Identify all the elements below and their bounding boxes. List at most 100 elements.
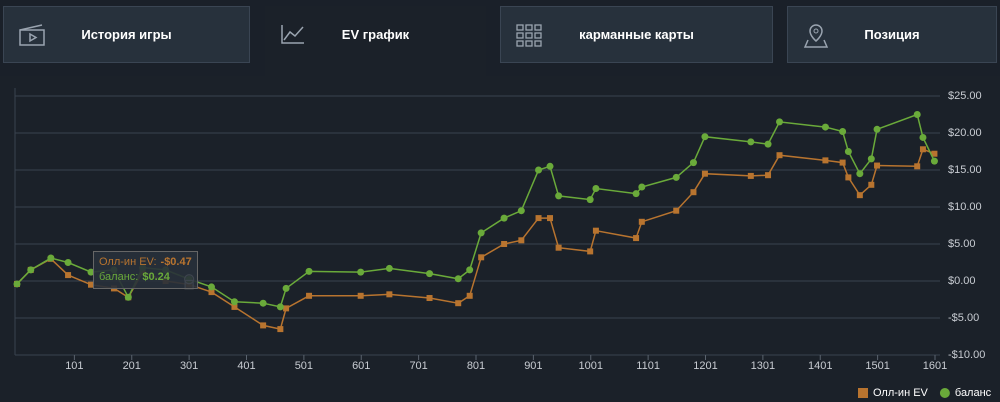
marker bbox=[701, 133, 709, 141]
marker bbox=[518, 237, 525, 244]
marker bbox=[385, 264, 393, 272]
marker bbox=[260, 322, 267, 329]
tooltip-value: $0.24 bbox=[142, 271, 170, 283]
x-tick-label: 201 bbox=[123, 360, 141, 372]
icon bbox=[516, 24, 542, 47]
series-line bbox=[16, 148, 935, 330]
x-tick-label: 1401 bbox=[808, 360, 832, 372]
marker bbox=[586, 196, 594, 204]
tooltip-value: -$0.47 bbox=[160, 256, 192, 268]
x-tick-label: 1301 bbox=[751, 360, 775, 372]
x-tick-label: 801 bbox=[467, 360, 485, 372]
legend: Олл-ин EV баланс bbox=[858, 387, 992, 399]
x-tick-label: 1601 bbox=[923, 360, 947, 372]
marker bbox=[555, 192, 563, 200]
legend-label: Олл-ин EV bbox=[873, 387, 929, 399]
marker bbox=[673, 207, 680, 214]
x-tick-label: 501 bbox=[295, 360, 313, 372]
x-tick-label: 101 bbox=[65, 360, 83, 372]
marker bbox=[426, 295, 433, 302]
marker bbox=[88, 281, 95, 288]
marker bbox=[535, 215, 542, 222]
marker bbox=[477, 229, 485, 237]
tab-label: EV график bbox=[341, 27, 410, 42]
marker bbox=[124, 293, 132, 301]
marker bbox=[868, 181, 875, 188]
marker bbox=[633, 235, 640, 242]
marker bbox=[592, 185, 600, 192]
icon bbox=[281, 25, 304, 44]
marker bbox=[466, 292, 473, 299]
marker bbox=[547, 215, 554, 222]
marker bbox=[283, 305, 290, 312]
marker bbox=[856, 192, 863, 199]
marker bbox=[914, 163, 921, 170]
tab-label: История игры bbox=[81, 27, 172, 42]
marker bbox=[357, 268, 365, 276]
marker bbox=[426, 270, 434, 278]
x-tick-label: 301 bbox=[180, 360, 198, 372]
marker bbox=[930, 157, 938, 165]
marker bbox=[208, 283, 216, 291]
y-tick-label: -$10.00 bbox=[948, 349, 985, 361]
tooltip-row: Олл-ин EV: -$0.47 bbox=[99, 255, 192, 270]
tab-label: Позиция bbox=[864, 27, 920, 42]
x-tick-label: 1101 bbox=[636, 360, 660, 372]
tooltip-label: Олл-ин EV: bbox=[99, 256, 157, 268]
marker bbox=[867, 155, 875, 163]
legend-swatch bbox=[939, 388, 950, 398]
x-tick-label: 1201 bbox=[693, 360, 717, 372]
marker bbox=[931, 150, 938, 157]
marker bbox=[747, 138, 755, 146]
marker bbox=[305, 267, 313, 275]
tab[interactable]: EV график bbox=[265, 6, 486, 76]
icon bbox=[803, 24, 829, 48]
marker bbox=[919, 146, 926, 153]
marker bbox=[555, 244, 562, 251]
marker bbox=[822, 157, 829, 164]
marker bbox=[839, 128, 847, 136]
marker bbox=[844, 148, 852, 155]
tab[interactable]: История игры bbox=[3, 6, 250, 63]
x-tick-label: 701 bbox=[409, 360, 427, 372]
marker bbox=[690, 189, 697, 196]
marker bbox=[776, 118, 784, 126]
legend-swatch bbox=[858, 388, 868, 398]
marker bbox=[454, 275, 462, 283]
x-tick-label: 1501 bbox=[865, 360, 889, 372]
marker bbox=[259, 299, 267, 307]
marker bbox=[747, 172, 754, 179]
y-tick-label: $15.00 bbox=[948, 164, 982, 176]
marker bbox=[919, 133, 927, 141]
chart-panel: $25.00 $20.00 $15.00 $10.00 $5.00 $0.00 -$5.00… bbox=[0, 76, 1000, 402]
y-tick-label: $5.00 bbox=[948, 238, 976, 250]
marker bbox=[306, 292, 313, 299]
tab[interactable]: Позиция bbox=[787, 6, 997, 63]
y-tick-label: $20.00 bbox=[948, 127, 982, 139]
marker bbox=[821, 123, 829, 131]
marker bbox=[13, 280, 21, 288]
marker bbox=[386, 291, 393, 298]
tooltip-label: баланс: bbox=[99, 271, 139, 283]
marker bbox=[501, 241, 508, 247]
marker bbox=[638, 218, 645, 225]
marker bbox=[701, 170, 708, 177]
x-tick-label: 901 bbox=[524, 360, 542, 372]
marker bbox=[455, 300, 462, 307]
marker bbox=[638, 183, 646, 191]
marker bbox=[873, 125, 881, 133]
marker bbox=[874, 162, 881, 169]
marker bbox=[546, 162, 554, 170]
marker bbox=[282, 284, 290, 292]
y-tick-label: $25.00 bbox=[948, 90, 982, 102]
marker bbox=[466, 266, 474, 274]
tooltip: Олл-ин EV: -$0.47 баланс: $0.24 bbox=[93, 251, 198, 289]
marker bbox=[764, 140, 772, 148]
x-tick-label: 1001 bbox=[579, 360, 603, 372]
marker bbox=[587, 248, 594, 255]
tab[interactable]: карманные карты bbox=[500, 6, 773, 63]
marker bbox=[845, 174, 852, 181]
tooltip-row: баланс: $0.24 bbox=[99, 270, 192, 285]
marker bbox=[776, 152, 783, 159]
